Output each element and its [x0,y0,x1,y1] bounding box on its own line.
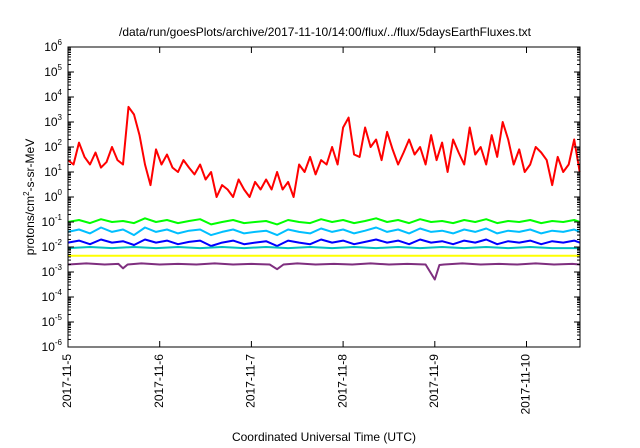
series-line-2 [67,226,581,237]
y-tick-label: 100 [44,188,62,204]
y-tick-label: 106 [44,38,62,54]
y-tick-label: 10-6 [42,338,63,354]
y-tick-label: 10-2 [42,238,63,254]
x-tick-label: 2017-11-7 [244,354,258,408]
series-line-6 [67,262,580,281]
series-layer [67,105,581,281]
y-tick-label: 103 [44,113,62,129]
y-tick-label: 102 [44,138,62,154]
y-tick-label: 10-4 [42,288,63,304]
x-axis-label: Coordinated Universal Time (UTC) [232,430,416,444]
x-tick-label: 2017-11-5 [60,354,74,408]
y-axis-label-rest: -s-sr-MeV [23,139,37,192]
x-tick-label: 2017-11-6 [152,354,166,408]
x-tick-label: 2017-11-10 [519,354,533,415]
y-axis: 10-6 10-5 10-4 10-3 10-2 10-1 100 101 102 103 104 1… [42,38,580,354]
chart-title: /data/run/goesPlots/archive/2017-11-10/1… [119,25,532,39]
series-line-4 [67,246,580,250]
series-line-0 [67,105,581,198]
x-tick-label: 2017-11-8 [335,354,349,408]
plot-frame [67,46,581,348]
y-tick-label: 10-5 [42,313,63,329]
y-axis-label-base: protons/cm [23,196,37,255]
series-line-3 [67,238,581,247]
y-tick-label: 101 [44,163,62,179]
y-tick-label: 10-1 [42,213,63,229]
x-axis: 2017-11-5 2017-11-6 2017-11-7 2017-11-8 2017… [60,47,533,415]
y-axis-label-superscript: 2 [22,191,31,196]
x-tick-label: 2017-11-9 [427,354,441,408]
y-tick-label: 10-3 [42,263,63,279]
series-line-1 [67,217,581,226]
y-tick-label: 105 [44,63,62,79]
y-axis-label: protons/cm2-s-sr-MeV [22,139,37,255]
y-tick-label: 104 [44,88,62,104]
